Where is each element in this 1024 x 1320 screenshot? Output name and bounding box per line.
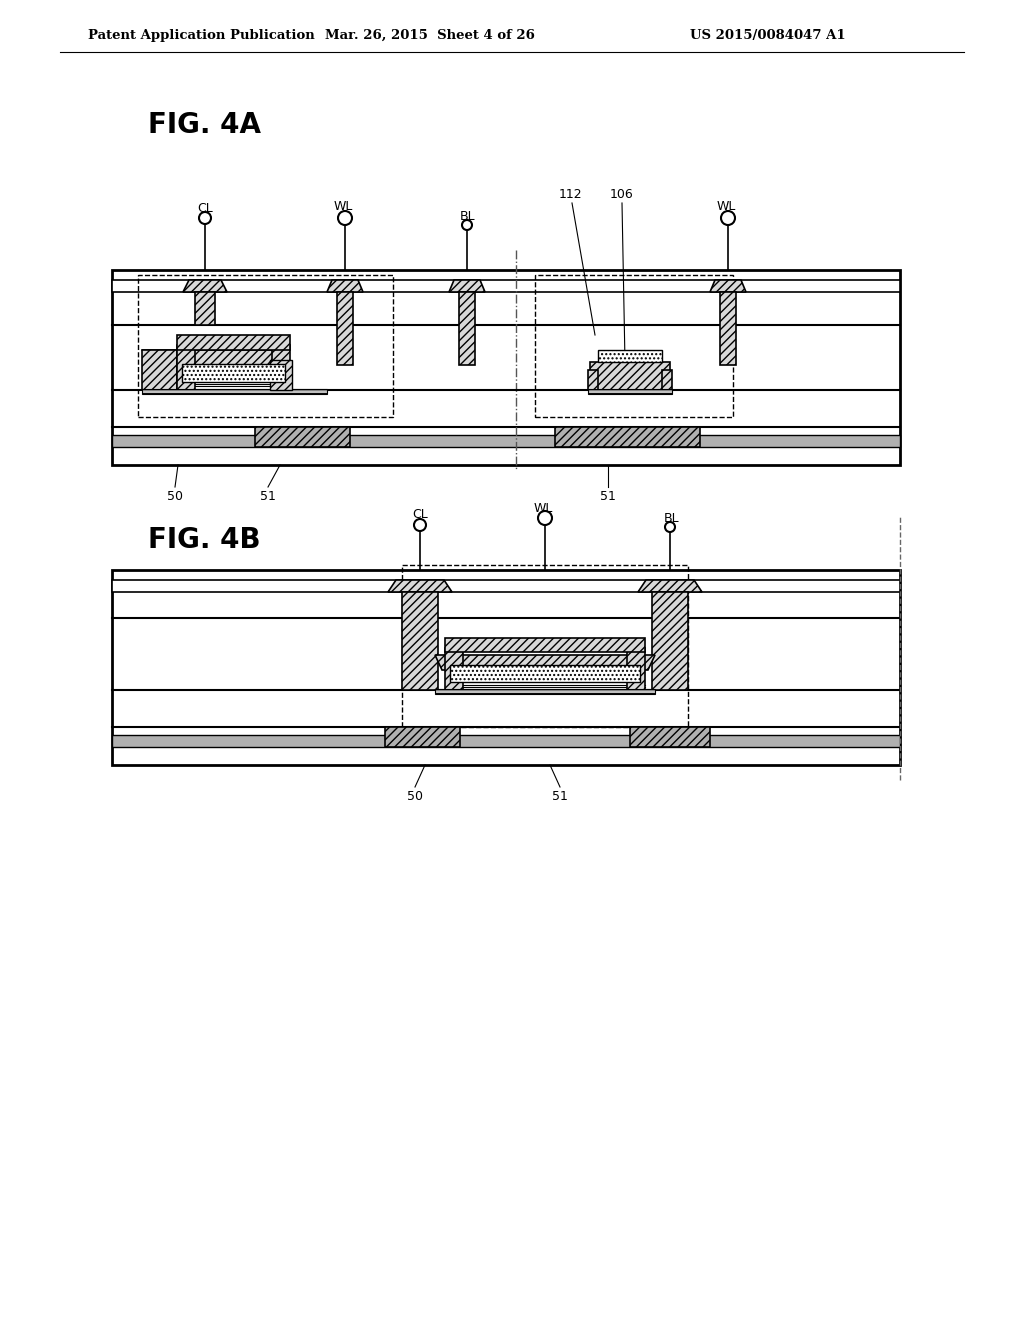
Circle shape xyxy=(414,519,426,531)
Bar xyxy=(142,350,177,389)
Circle shape xyxy=(665,521,675,532)
Bar xyxy=(627,648,645,690)
Text: 51: 51 xyxy=(260,491,275,503)
Text: 112: 112 xyxy=(558,189,582,202)
Bar xyxy=(177,335,290,350)
Text: 50: 50 xyxy=(167,491,183,503)
Bar xyxy=(195,292,215,325)
Bar xyxy=(652,591,688,690)
Circle shape xyxy=(462,220,472,230)
Bar xyxy=(598,350,662,362)
Text: 51: 51 xyxy=(600,491,616,503)
Text: FIG. 4A: FIG. 4A xyxy=(148,111,261,139)
Bar xyxy=(385,727,460,747)
Bar xyxy=(182,364,285,381)
Polygon shape xyxy=(388,579,452,591)
Bar xyxy=(112,570,900,766)
Bar xyxy=(630,727,710,747)
Text: 51: 51 xyxy=(552,791,568,804)
Bar xyxy=(590,362,670,389)
Bar xyxy=(402,565,688,727)
Bar xyxy=(459,292,475,366)
Bar xyxy=(272,345,290,389)
Bar xyxy=(177,345,195,389)
Bar xyxy=(535,275,733,417)
Text: 50: 50 xyxy=(407,791,423,804)
Bar xyxy=(445,648,463,690)
Polygon shape xyxy=(449,280,485,292)
Bar xyxy=(588,370,598,389)
Bar xyxy=(588,389,672,393)
Bar xyxy=(450,665,640,682)
Text: Mar. 26, 2015  Sheet 4 of 26: Mar. 26, 2015 Sheet 4 of 26 xyxy=(325,29,535,41)
Bar xyxy=(142,389,327,393)
Bar xyxy=(662,370,672,389)
Text: US 2015/0084047 A1: US 2015/0084047 A1 xyxy=(690,29,846,41)
Text: BL: BL xyxy=(665,511,680,524)
Text: 106: 106 xyxy=(610,189,634,202)
Bar xyxy=(138,275,393,417)
Polygon shape xyxy=(435,655,655,671)
Circle shape xyxy=(538,511,552,525)
Bar xyxy=(255,426,350,447)
Polygon shape xyxy=(638,579,702,591)
Bar xyxy=(112,735,900,747)
Text: WL: WL xyxy=(717,201,735,214)
Bar xyxy=(112,271,900,465)
Bar xyxy=(402,591,438,690)
Bar xyxy=(337,292,353,366)
Polygon shape xyxy=(327,280,362,292)
Text: WL: WL xyxy=(334,201,352,214)
Bar xyxy=(555,426,700,447)
Bar xyxy=(112,579,900,591)
Bar xyxy=(445,638,645,652)
Bar xyxy=(270,360,292,389)
Polygon shape xyxy=(710,280,746,292)
Polygon shape xyxy=(183,280,227,292)
Bar xyxy=(435,689,655,694)
Text: WL: WL xyxy=(534,502,553,515)
Text: FIG. 4B: FIG. 4B xyxy=(148,525,261,554)
Polygon shape xyxy=(142,350,280,368)
Bar xyxy=(112,280,900,292)
Text: BL: BL xyxy=(460,210,476,223)
Text: Patent Application Publication: Patent Application Publication xyxy=(88,29,314,41)
Bar xyxy=(112,436,900,447)
Bar xyxy=(720,292,736,366)
Circle shape xyxy=(199,213,211,224)
Circle shape xyxy=(721,211,735,224)
Text: CL: CL xyxy=(198,202,213,214)
Text: CL: CL xyxy=(412,508,428,521)
Circle shape xyxy=(338,211,352,224)
